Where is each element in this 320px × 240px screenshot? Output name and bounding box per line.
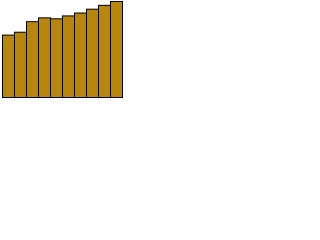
bar [110,1,123,98]
bar [98,4,111,99]
bar [74,12,87,99]
bar [86,8,99,98]
bar [2,34,15,98]
chart [2,1,123,99]
bar [50,18,63,99]
bar [14,31,27,98]
bar [26,21,39,98]
bar [38,17,51,98]
page: (() => { const data = JSON.parse(documen… [0,0,320,100]
bar [62,15,75,98]
